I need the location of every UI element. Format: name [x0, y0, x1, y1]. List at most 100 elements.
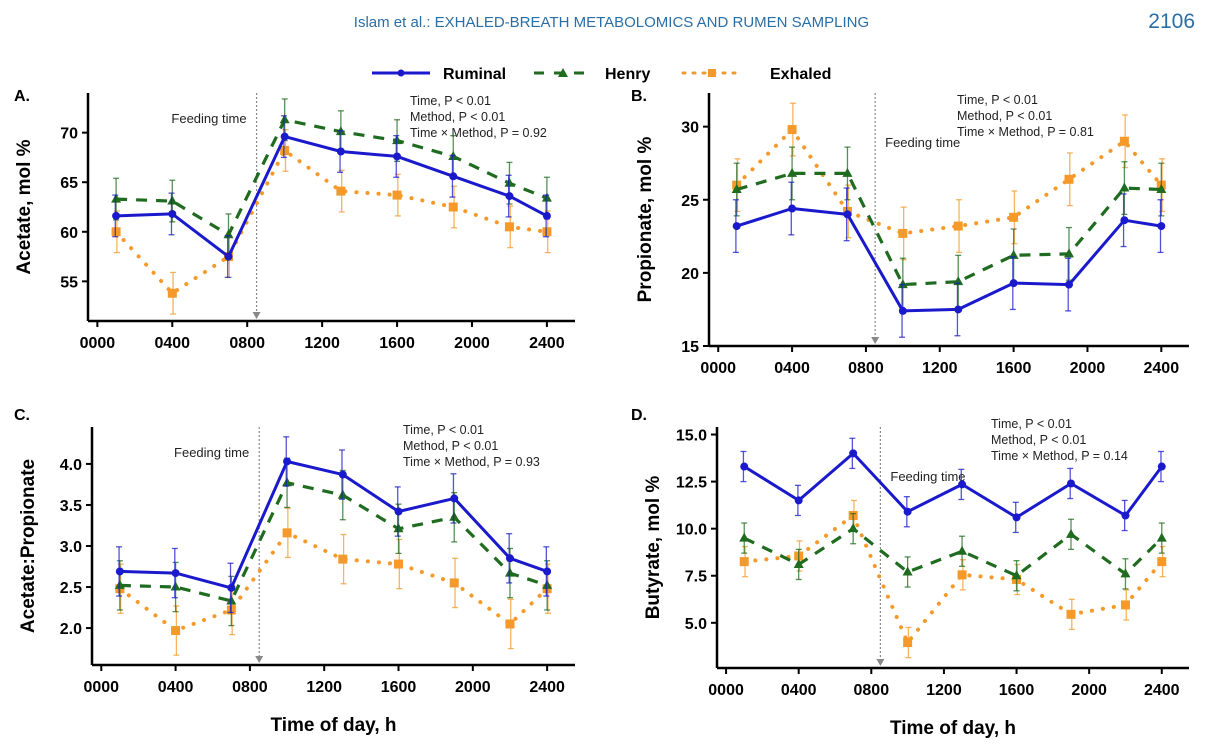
x-tick-label: 2400	[1144, 360, 1180, 377]
data-point-exhaled	[1066, 609, 1076, 619]
x-tick-label: 0800	[229, 335, 265, 352]
data-point-exhaled	[392, 190, 402, 200]
data-point-exhaled	[111, 227, 121, 237]
data-point-henry	[337, 489, 348, 499]
x-tick-label: 0400	[154, 335, 190, 352]
panel-label-c: C.	[14, 407, 30, 424]
data-point-ruminal	[543, 567, 552, 576]
legend-label-exhaled: Exhaled	[770, 66, 831, 83]
data-point-ruminal	[450, 494, 459, 503]
data-point-ruminal	[1157, 222, 1166, 231]
x-axis-label: Time of day, h	[890, 718, 1016, 739]
series-exhaled	[732, 102, 1166, 261]
series-line-henry	[743, 527, 1163, 578]
panel-label-b: B.	[631, 88, 647, 105]
y-tick-label: 2.0	[60, 621, 82, 638]
data-point-henry	[957, 545, 968, 555]
data-point-ruminal	[115, 567, 124, 576]
data-point-exhaled	[1157, 557, 1167, 567]
x-tick-label: 1200	[922, 360, 958, 377]
data-point-ruminal	[393, 152, 402, 161]
y-tick-label: 5.0	[685, 616, 707, 633]
data-point-henry	[504, 177, 515, 187]
data-point-ruminal	[843, 210, 852, 219]
y-tick-label: 15	[681, 339, 699, 356]
y-tick-label: 2.5	[60, 580, 82, 597]
data-point-ruminal	[1120, 216, 1129, 225]
series-line-exhaled	[734, 127, 1164, 236]
data-point-henry	[739, 532, 750, 542]
data-point-henry	[541, 192, 552, 202]
data-point-ruminal	[794, 496, 803, 505]
panel-label-a: A.	[14, 88, 30, 105]
data-point-henry	[793, 558, 804, 568]
legend-label-henry: Henry	[605, 66, 650, 83]
stats-annotation-line: Time, P < 0.01	[403, 423, 484, 437]
data-point-exhaled	[338, 554, 348, 564]
x-tick-label: 0000	[708, 682, 744, 699]
series-line-ruminal	[116, 135, 548, 259]
data-point-exhaled	[739, 557, 749, 567]
x-tick-label: 1200	[306, 679, 342, 696]
stats-annotation-line: Time, P < 0.01	[410, 94, 491, 108]
data-point-henry	[167, 195, 178, 205]
data-point-exhaled	[280, 145, 290, 155]
data-point-exhaled	[957, 570, 967, 580]
data-point-ruminal	[1157, 462, 1166, 471]
x-tick-label: 0400	[158, 679, 194, 696]
x-tick-label: 2400	[1144, 682, 1180, 699]
data-point-henry	[504, 567, 515, 577]
data-point-ruminal	[1009, 279, 1018, 288]
feeding-time-arrow-icon	[876, 659, 885, 666]
x-tick-label: 1200	[304, 335, 340, 352]
data-point-ruminal	[849, 449, 858, 458]
legend-item-exhaled: Exhaled	[681, 66, 831, 83]
x-tick-label: 2000	[1071, 682, 1107, 699]
data-point-henry	[393, 523, 404, 533]
feeding-time-label: Feeding time	[890, 469, 965, 484]
data-point-henry	[392, 135, 403, 145]
chart-legend: Ruminal Henry Exhaled	[372, 66, 831, 83]
x-tick-label: 2400	[529, 335, 565, 352]
y-tick-label: 65	[60, 175, 78, 192]
stats-annotation-line: Time × Method, P = 0.81	[957, 125, 1094, 139]
data-point-ruminal	[280, 132, 289, 141]
stats-annotation-line: Method, P < 0.01	[957, 109, 1052, 123]
data-point-exhaled	[167, 288, 177, 298]
data-point-ruminal	[1012, 513, 1021, 522]
feeding-time-arrow-icon	[252, 312, 261, 319]
y-tick-label: 7.5	[685, 569, 707, 586]
data-point-ruminal	[168, 209, 177, 218]
y-axis-label: Propionate, mol %	[635, 137, 656, 303]
feeding-time-arrow-icon	[255, 656, 264, 663]
y-tick-label: 55	[60, 274, 78, 291]
x-tick-label: 1600	[999, 682, 1035, 699]
legend-item-ruminal: Ruminal	[372, 66, 506, 83]
x-tick-label: 1600	[381, 679, 417, 696]
data-point-henry	[1156, 532, 1167, 542]
series-line-ruminal	[736, 207, 1162, 313]
y-tick-label: 20	[681, 266, 699, 283]
data-point-exhaled	[1064, 174, 1074, 184]
running-header-title: Islam et al.: EXHALED-BREATH METABOLOMIC…	[353, 14, 870, 31]
data-point-henry	[1011, 570, 1022, 580]
series-exhaled	[739, 499, 1167, 659]
y-tick-label: 70	[60, 126, 78, 143]
series-line-ruminal	[743, 451, 1164, 519]
data-point-henry	[114, 579, 125, 589]
data-point-exhaled	[898, 228, 908, 238]
x-tick-label: 2000	[455, 679, 491, 696]
legend-label-ruminal: Ruminal	[443, 66, 506, 83]
x-tick-label: 2000	[1070, 360, 1106, 377]
series-line-exhaled	[742, 513, 1164, 645]
data-point-henry	[787, 167, 798, 177]
data-point-ruminal	[954, 305, 963, 314]
data-point-henry	[848, 523, 859, 533]
panel-label-d: D.	[631, 407, 647, 424]
data-point-ruminal	[227, 583, 236, 592]
legend-marker-ruminal	[397, 69, 405, 77]
y-axis-label: Acetate, mol %	[14, 139, 35, 274]
data-point-henry	[1066, 528, 1076, 538]
x-tick-label: 1600	[379, 335, 415, 352]
data-point-ruminal	[958, 480, 967, 489]
